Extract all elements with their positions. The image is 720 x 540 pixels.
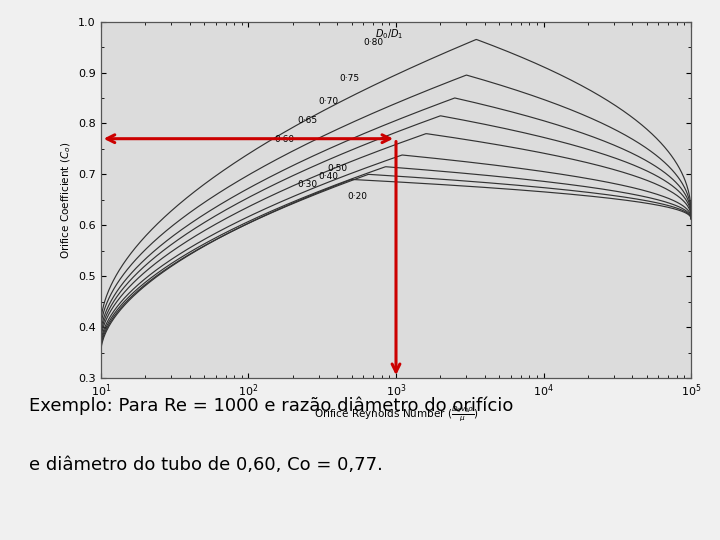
Text: 0·30: 0·30 (297, 180, 318, 189)
Text: 0·75: 0·75 (339, 74, 359, 83)
Text: 0·70: 0·70 (319, 97, 339, 106)
Text: 0·20: 0·20 (348, 192, 368, 201)
Text: 0·80: 0·80 (363, 38, 383, 48)
Text: 0·60: 0·60 (274, 135, 294, 144)
Text: 0·65: 0·65 (297, 116, 318, 125)
Y-axis label: Orifice Coefficient ($C_o$): Orifice Coefficient ($C_o$) (59, 141, 73, 259)
Text: Exemplo: Para Re = 1000 e razão diâmetro do orifício: Exemplo: Para Re = 1000 e razão diâmetro… (29, 397, 513, 415)
X-axis label: Orifice Reynolds Number ($\frac{D_0 v_0 \rho}{\mu}$): Orifice Reynolds Number ($\frac{D_0 v_0 … (313, 405, 479, 424)
Text: 0·50: 0·50 (327, 164, 347, 173)
Text: e diâmetro do tubo de 0,60, Co = 0,77.: e diâmetro do tubo de 0,60, Co = 0,77. (29, 456, 382, 474)
Text: 0·40: 0·40 (319, 172, 338, 181)
Text: $D_0/D_1$: $D_0/D_1$ (375, 28, 403, 41)
